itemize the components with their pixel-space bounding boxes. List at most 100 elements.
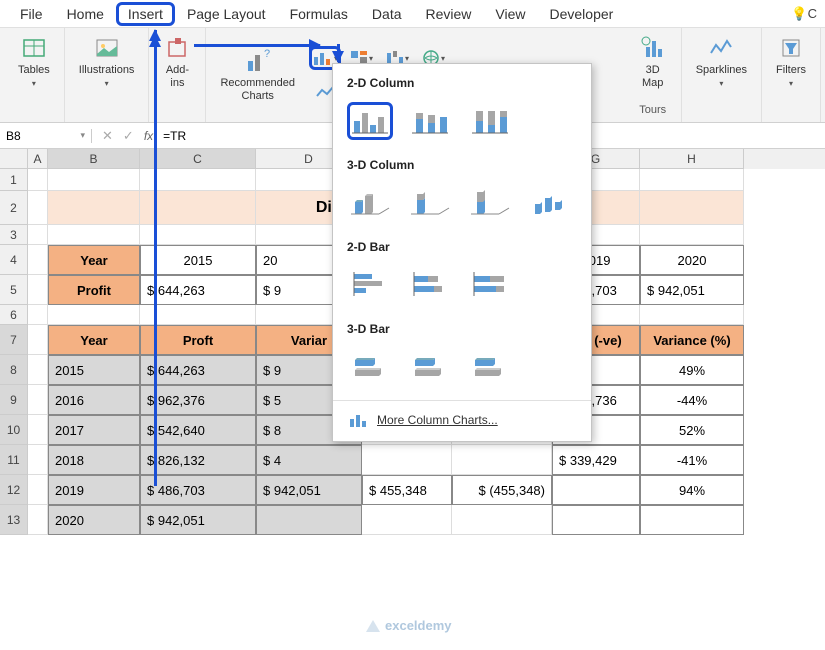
cell[interactable] (28, 305, 48, 325)
cell[interactable]: 49% (640, 355, 744, 385)
chart-option-col2d-stacked100[interactable] (467, 102, 513, 140)
chart-option-bar3d-stacked[interactable] (407, 348, 453, 386)
sparklines-button[interactable]: Sparklines▾ (690, 32, 753, 92)
cell[interactable]: 2018 (48, 445, 140, 475)
col-H[interactable]: H (640, 149, 744, 169)
cell[interactable]: -41% (640, 445, 744, 475)
cell[interactable] (640, 169, 744, 191)
row-header[interactable]: 5 (0, 275, 28, 305)
3d-map-button[interactable]: 3D Map (633, 32, 673, 92)
tab-view[interactable]: View (483, 2, 537, 26)
col-B[interactable]: B (48, 149, 140, 169)
cell[interactable] (28, 191, 48, 225)
cell[interactable]: $ 644,263 (140, 355, 256, 385)
cell[interactable]: $ 455,348 (362, 475, 452, 505)
cell[interactable] (452, 445, 552, 475)
cell[interactable]: Variance (%) (640, 325, 744, 355)
cell[interactable]: 2017 (48, 415, 140, 445)
chart-option-bar2d-stacked[interactable] (407, 266, 453, 304)
cell[interactable]: 2015 (48, 355, 140, 385)
chart-option-bar2d-clustered[interactable] (347, 266, 393, 304)
cell[interactable]: Profit (48, 275, 140, 305)
cell[interactable]: $ 942,051 (256, 475, 362, 505)
cell[interactable]: 2020 (640, 245, 744, 275)
cell[interactable] (28, 275, 48, 305)
cell[interactable] (28, 225, 48, 245)
row-header[interactable]: 10 (0, 415, 28, 445)
cell[interactable]: $ 962,376 (140, 385, 256, 415)
cancel-icon[interactable]: ✕ (102, 128, 113, 144)
col-C[interactable]: C (140, 149, 256, 169)
tab-home[interactable]: Home (55, 2, 116, 26)
chart-option-bar3d-stacked100[interactable] (467, 348, 513, 386)
cell[interactable]: $ 486,703 (140, 475, 256, 505)
cell[interactable] (28, 245, 48, 275)
tell-me[interactable]: 💡 C (783, 2, 825, 26)
chart-option-col2d-clustered[interactable] (347, 102, 393, 140)
row-header[interactable]: 9 (0, 385, 28, 415)
cell[interactable]: $ 339,429 (552, 445, 640, 475)
cell[interactable]: 2015 (140, 245, 256, 275)
cell[interactable] (140, 305, 256, 325)
tab-file[interactable]: File (8, 2, 55, 26)
cell[interactable] (28, 475, 48, 505)
cell[interactable]: Proft (140, 325, 256, 355)
tab-insert[interactable]: Insert (116, 2, 175, 26)
cell[interactable] (28, 325, 48, 355)
check-icon[interactable]: ✓ (123, 128, 134, 144)
cell[interactable] (362, 505, 452, 535)
cell[interactable] (640, 191, 744, 225)
cell[interactable] (48, 191, 140, 225)
cell[interactable] (28, 415, 48, 445)
cell[interactable] (28, 169, 48, 191)
row-header[interactable]: 4 (0, 245, 28, 275)
fx-icon[interactable]: fx (144, 129, 153, 143)
tab-formulas[interactable]: Formulas (278, 2, 360, 26)
cell[interactable]: $ 826,132 (140, 445, 256, 475)
row-header[interactable]: 11 (0, 445, 28, 475)
cell[interactable]: $ 942,051 (640, 275, 744, 305)
chart-option-col3d-stacked[interactable] (407, 184, 453, 222)
row-header[interactable]: 2 (0, 191, 28, 225)
cell[interactable] (28, 385, 48, 415)
cell[interactable]: $ 644,263 (140, 275, 256, 305)
cell[interactable] (452, 505, 552, 535)
chart-option-bar3d-clustered[interactable] (347, 348, 393, 386)
cell[interactable] (640, 305, 744, 325)
cell[interactable] (28, 355, 48, 385)
cell[interactable]: 2019 (48, 475, 140, 505)
chart-option-col3d-full3d[interactable] (527, 184, 573, 222)
col-A[interactable]: A (28, 149, 48, 169)
cell[interactable]: $ 542,640 (140, 415, 256, 445)
cell[interactable] (362, 445, 452, 475)
cell[interactable]: 2016 (48, 385, 140, 415)
name-box[interactable]: B8 ▾ (0, 129, 92, 143)
cell[interactable]: $ (455,348) (452, 475, 552, 505)
row-header[interactable]: 6 (0, 305, 28, 325)
cell[interactable] (140, 191, 256, 225)
cell[interactable]: -44% (640, 385, 744, 415)
cell[interactable]: Year (48, 325, 140, 355)
row-header[interactable]: 1 (0, 169, 28, 191)
row-header[interactable]: 12 (0, 475, 28, 505)
cell[interactable] (640, 225, 744, 245)
cell[interactable] (640, 505, 744, 535)
chart-option-col2d-stacked[interactable] (407, 102, 453, 140)
recommended-charts-button[interactable]: ? Recommended Charts (214, 45, 301, 105)
cell[interactable]: Year (48, 245, 140, 275)
cell[interactable] (48, 305, 140, 325)
addins-button[interactable]: Add- ins (157, 32, 197, 92)
cell[interactable]: $ 4 (256, 445, 362, 475)
cell[interactable] (140, 169, 256, 191)
chart-option-col3d-stacked100[interactable] (467, 184, 513, 222)
chart-option-bar2d-stacked100[interactable] (467, 266, 513, 304)
cell[interactable]: 2020 (48, 505, 140, 535)
cell[interactable] (140, 225, 256, 245)
cell[interactable] (48, 225, 140, 245)
row-header[interactable]: 13 (0, 505, 28, 535)
cell[interactable]: 94% (640, 475, 744, 505)
tab-developer[interactable]: Developer (538, 2, 626, 26)
cell[interactable] (552, 475, 640, 505)
more-column-charts-link[interactable]: More Column Charts... (333, 400, 591, 433)
cell[interactable] (256, 505, 362, 535)
